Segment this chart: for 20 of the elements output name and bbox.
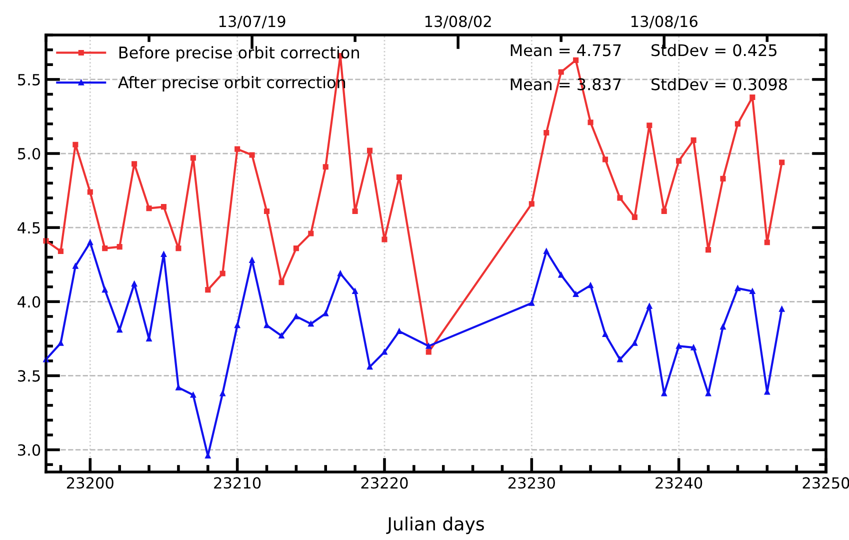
x-tick-label: 23220 (361, 477, 408, 489)
x-tick-label: 23210 (214, 477, 261, 489)
x2-tick-label: 13/07/19 (219, 16, 286, 28)
y-tick-label: 4.5 (18, 222, 40, 234)
x2-tick-label: 13/08/02 (425, 16, 491, 28)
y-tick-label: 5.0 (18, 148, 40, 160)
y-tick-label: 4.0 (18, 296, 40, 308)
x-tick-label: 23230 (508, 477, 555, 489)
y-tick-label: 3.5 (18, 370, 40, 382)
x-axis-title: Julian days (386, 516, 484, 534)
x-tick-label: 23200 (66, 477, 114, 489)
x2-tick-label: 13/08/16 (631, 16, 698, 28)
annotation: Mean = 4.757 (510, 44, 621, 56)
annotation: StdDev = 0.425 (652, 44, 776, 56)
annotation: StdDev = 0.3098 (652, 78, 787, 90)
y-tick-label: 5.5 (18, 74, 40, 86)
x-tick-label: 23240 (656, 477, 702, 489)
legend-label: Before precise orbit correction (119, 46, 359, 62)
y-tick-label: 3.0 (18, 444, 40, 456)
x-tick-label: 23250 (802, 477, 849, 489)
